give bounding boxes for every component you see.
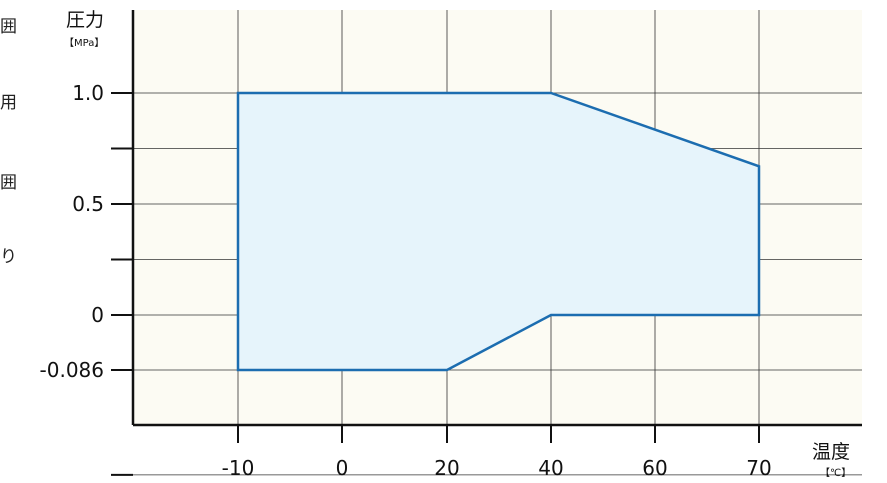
x-tick-labels: -10 0 20 40 60 70 — [222, 456, 772, 480]
x-axis-title: 温度 — [812, 441, 850, 463]
x-tick-label-4: 60 — [642, 456, 667, 480]
edge-char-3: 囲 — [0, 173, 17, 193]
y-tick-label-3: -0.086 — [40, 358, 104, 382]
x-tick-label-2: 20 — [434, 456, 459, 480]
x-tick-label-0: -10 — [222, 456, 255, 480]
x-tick-label-1: 0 — [336, 456, 349, 480]
x-tick-label-3: 40 — [538, 456, 563, 480]
x-tick-label-5: 70 — [746, 456, 771, 480]
y-tick-label-0: 1.0 — [72, 81, 104, 105]
y-tick-label-1: 0.5 — [72, 192, 104, 216]
y-tick-label-2: 0 — [91, 303, 104, 327]
edge-char-1: 囲 — [0, 17, 17, 37]
y-axis-unit: 【MPa】 — [64, 37, 104, 49]
left-edge-text: 囲 用 囲 り — [0, 17, 17, 267]
y-axis-title: 圧力 — [66, 9, 104, 31]
y-tick-labels: 1.0 0.5 0 -0.086 — [40, 81, 104, 382]
axes — [111, 10, 862, 476]
x-axis-unit: 【℃】 — [820, 467, 851, 479]
edge-char-4: り — [0, 247, 17, 267]
operating-region — [236, 91, 761, 372]
edge-char-2: 用 — [0, 93, 17, 113]
